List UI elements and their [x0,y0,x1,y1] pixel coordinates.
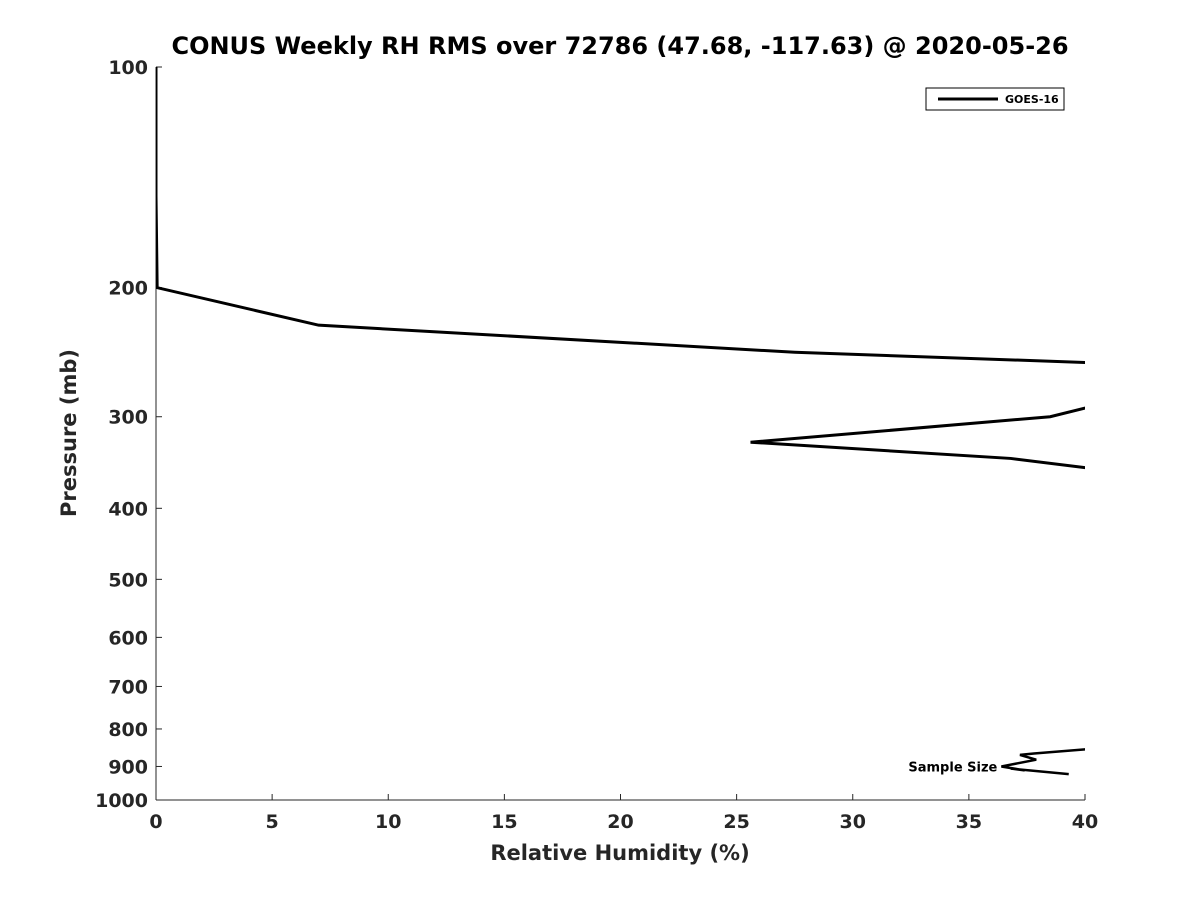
y-tick-label: 200 [108,278,148,300]
sample-size-label: Sample Size [908,760,997,775]
series-layer [156,67,1085,470]
legend: GOES-16 [925,87,1065,111]
series-line-segment-2 [750,406,1085,470]
x-tick-label: 0 [149,811,162,833]
legend-label-goes-16: GOES-16 [1005,93,1059,106]
x-tick-label: 35 [956,811,982,833]
y-axis-label: Pressure (mb) [57,349,81,517]
y-tick-label: 400 [108,498,148,520]
x-tick-label: 40 [1072,811,1098,833]
x-tick-label: 30 [840,811,866,833]
x-tick-label: 25 [723,811,749,833]
ticks: 0 5 10 15 20 25 30 35 40 100 200 300 400 500 600 700 800… [95,57,1098,833]
y-tick-label: 600 [108,627,148,649]
plot-area [156,67,1085,470]
y-tick-label: 900 [108,756,148,778]
x-tick-label: 15 [491,811,517,833]
axes [155,67,1085,801]
x-tick-label: 20 [607,811,633,833]
y-tick-label: 700 [108,676,148,698]
series-line-segment-1 [156,67,1085,364]
y-tick-label: 100 [108,57,148,79]
y-tick-label: 300 [108,407,148,429]
y-tick-label: 1000 [95,790,148,812]
sample-size-line [1001,748,1085,776]
x-axis-label: Relative Humidity (%) [490,841,749,865]
y-tick-label: 800 [108,719,148,741]
sample-size-annotation [1001,748,1085,776]
x-tick-label: 5 [266,811,279,833]
chart-title: CONUS Weekly RH RMS over 72786 (47.68, -… [171,32,1068,60]
y-tick-label: 500 [108,569,148,591]
x-tick-label: 10 [375,811,401,833]
